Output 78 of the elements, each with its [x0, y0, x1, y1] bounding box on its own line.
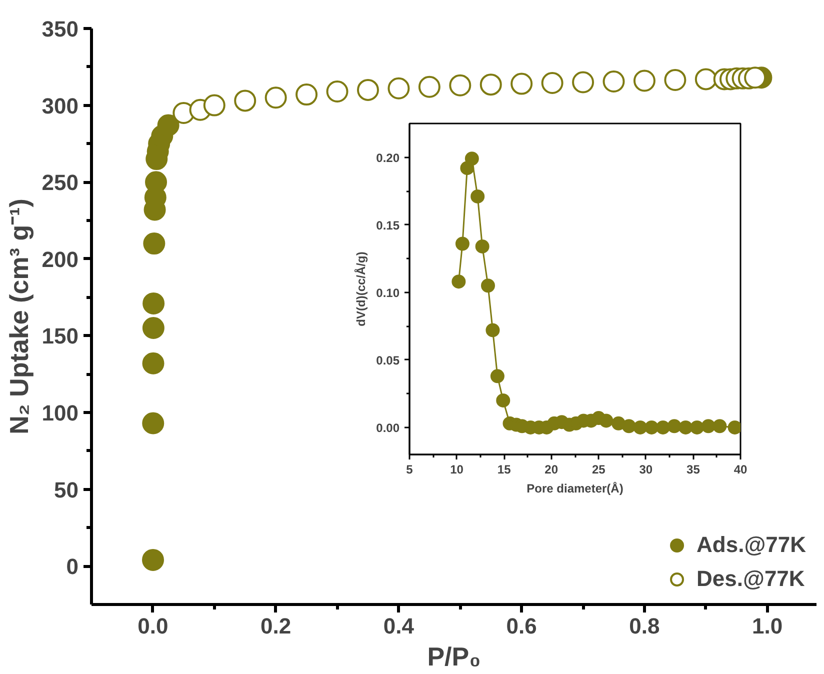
- point: [142, 412, 164, 434]
- point: [572, 71, 594, 94]
- point: [264, 86, 287, 109]
- point: [622, 419, 636, 434]
- x-tick-label: 30: [639, 462, 653, 476]
- y-tick-label: 200: [42, 246, 79, 272]
- point: [728, 420, 740, 434]
- y-tick-label: 0.10: [376, 286, 400, 300]
- point: [633, 70, 656, 92]
- point: [480, 74, 502, 96]
- x-tick-label: 0.4: [383, 614, 415, 638]
- y-tick-label: 50: [54, 477, 79, 502]
- point: [701, 419, 716, 434]
- point: [678, 420, 693, 434]
- y-axis-title: dV(d)(cc/Å/g): [354, 252, 368, 326]
- point: [234, 90, 256, 112]
- x-tick-label: 5: [406, 462, 414, 476]
- y-tick-label: 0.20: [376, 150, 400, 165]
- point: [480, 278, 495, 293]
- point: [142, 352, 164, 374]
- point: [475, 239, 490, 254]
- y-axis-title: N₂ Uptake (cm³ g⁻¹): [4, 198, 34, 434]
- point: [464, 152, 479, 166]
- point: [599, 414, 614, 428]
- point: [143, 232, 166, 255]
- point: [664, 68, 686, 91]
- x-tick-label: 25: [592, 462, 606, 476]
- x-tick-label: 40: [734, 462, 748, 476]
- point: [633, 420, 648, 434]
- point: [455, 236, 470, 251]
- point: [656, 420, 670, 434]
- point: [744, 66, 766, 89]
- point: [690, 420, 704, 434]
- point: [667, 419, 682, 434]
- point: [326, 80, 348, 102]
- point: [418, 76, 440, 98]
- point: [449, 74, 472, 96]
- y-tick-label: 0.05: [376, 353, 400, 368]
- point: [452, 274, 466, 289]
- legend-label: Des.@77K: [696, 566, 805, 592]
- x-tick-label: 0.2: [260, 614, 292, 638]
- point: [541, 72, 564, 94]
- point: [203, 94, 226, 116]
- x-tick-label: 10: [450, 462, 464, 476]
- y-tick-label: 300: [42, 93, 79, 118]
- point: [510, 72, 533, 95]
- legend-label: Ads.@77K: [696, 532, 806, 558]
- x-axis-title: P/P₀: [427, 642, 481, 672]
- point: [490, 369, 504, 384]
- point: [388, 77, 410, 100]
- point: [486, 323, 500, 338]
- y-tick-label: 350: [42, 16, 79, 42]
- point: [142, 548, 164, 571]
- point: [142, 317, 164, 339]
- y-tick-label: 150: [42, 324, 79, 349]
- point: [712, 419, 727, 434]
- point: [694, 68, 717, 90]
- point: [496, 393, 510, 408]
- x-tick-label: 15: [497, 462, 512, 476]
- point: [602, 70, 625, 92]
- x-tick-label: 35: [686, 462, 700, 476]
- point: [644, 420, 659, 434]
- x-tick-label: 1.0: [752, 614, 783, 638]
- x-tick-label: 0.6: [506, 614, 537, 638]
- y-tick-label: 250: [42, 170, 79, 196]
- y-tick-label: 0: [66, 554, 79, 580]
- x-axis-title: Pore diameter(Å): [526, 482, 624, 496]
- x-tick-label: 20: [544, 462, 558, 476]
- point: [142, 292, 165, 314]
- point: [470, 189, 485, 204]
- y-tick-label: 100: [42, 400, 79, 426]
- point: [296, 84, 318, 106]
- y-tick-label: 0.15: [376, 218, 400, 232]
- x-tick-label: 0.0: [138, 614, 168, 638]
- x-tick-label: 0.8: [629, 614, 660, 638]
- point: [157, 114, 180, 136]
- point: [356, 78, 379, 101]
- y-tick-label: 0.00: [376, 420, 400, 435]
